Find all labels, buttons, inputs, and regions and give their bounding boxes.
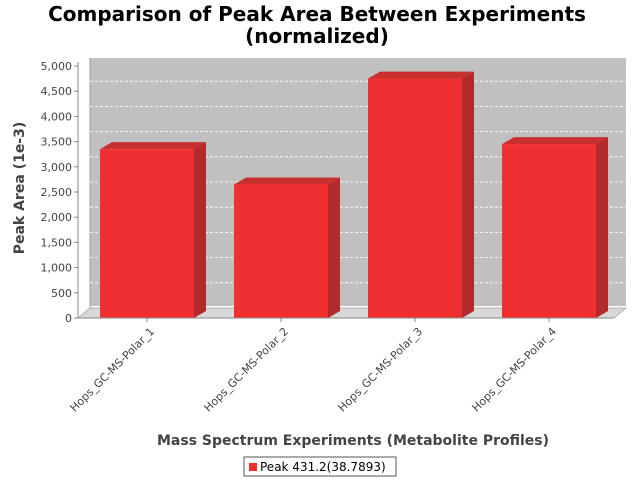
bar-top: [100, 142, 206, 150]
x-axis-label: Mass Spectrum Experiments (Metabolite Pr…: [157, 433, 549, 449]
y-axis-label: Peak Area (1e-3): [12, 122, 28, 255]
x-axis: Hops_GC-MS-Polar_1 Hops_GC-MS-Polar_2 Hops…: [68, 317, 614, 415]
y-axis: 0 500 1,000 1,500 2,000 2,500 3,000 3,500 4,000 4…: [41, 60, 79, 325]
y-tick-label: 4,000: [41, 110, 73, 123]
y-tick-label: 0: [65, 312, 72, 325]
y-tick-label: 2,500: [41, 186, 73, 199]
bar-top: [368, 71, 474, 79]
bar-side: [194, 142, 206, 318]
bar: [100, 142, 206, 318]
legend-border: [243, 456, 397, 477]
legend-swatch: [249, 463, 257, 471]
x-tick-label: Hops_GC-MS-Polar_1: [68, 325, 158, 415]
legend-entry: Peak 431.2(38.7893): [260, 460, 386, 474]
x-tick-label: Hops_GC-MS-Polar_4: [470, 325, 560, 415]
bar-front: [502, 144, 596, 318]
bar-front: [368, 78, 462, 318]
bar-top: [502, 137, 608, 145]
x-tick-label: Hops_GC-MS-Polar_2: [202, 325, 292, 415]
bar: [234, 177, 340, 318]
y-tick-label: 3,500: [41, 136, 73, 149]
bar-side: [328, 177, 340, 318]
bar-side: [596, 137, 608, 318]
y-tick-label: 3,000: [41, 161, 73, 174]
x-tick-label: Hops_GC-MS-Polar_3: [336, 325, 426, 415]
bar-side: [462, 71, 474, 318]
y-tick-label: 500: [51, 287, 72, 300]
y-tick-label: 1,000: [41, 262, 73, 275]
bar-front: [100, 149, 194, 318]
bar-top: [234, 177, 340, 185]
bar: [368, 71, 474, 318]
y-tick-label: 5,000: [41, 60, 73, 73]
bar: [502, 137, 608, 318]
bar-front: [234, 184, 328, 318]
bars: [100, 71, 608, 318]
chart-title-line-2: (normalized): [245, 24, 389, 48]
legend: Peak 431.2(38.7893): [243, 456, 397, 477]
y-tick-label: 1,500: [41, 236, 73, 249]
chart-title-line-1: Comparison of Peak Area Between Experime…: [48, 2, 586, 26]
y-tick-label: 2,000: [41, 211, 73, 224]
y-tick-label: 4,500: [41, 85, 73, 98]
